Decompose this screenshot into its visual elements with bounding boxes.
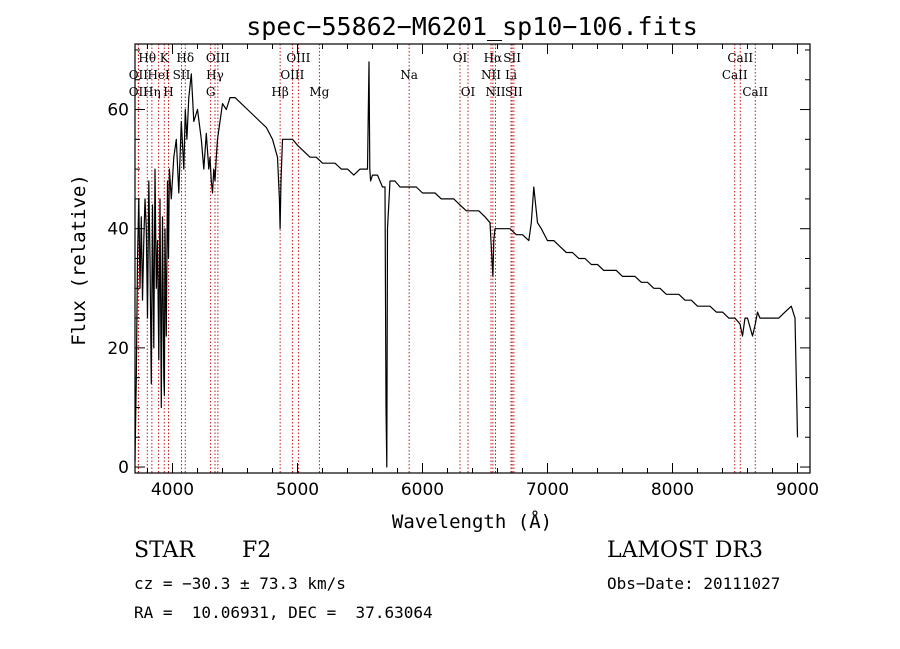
marker-label-3: K: [160, 51, 170, 65]
y-tick-label-0: 0: [118, 458, 129, 478]
x-tick-label-1: 5000: [276, 480, 319, 500]
marker-label-26: CaII: [722, 68, 748, 82]
marker-label-9: OIII: [206, 51, 230, 65]
marker-label-14: OIII: [280, 68, 304, 82]
y-tick-label-2: 40: [107, 220, 129, 240]
marker-label-6: Hδ: [176, 51, 194, 65]
line-marker-group: [137, 44, 756, 473]
marker-label-5: Hη: [143, 85, 161, 99]
marker-label-1: OII: [129, 68, 149, 82]
marker-label-0: Hθ: [138, 51, 156, 65]
y-tick-label-3: 60: [107, 101, 129, 121]
object-class: STAR: [134, 538, 195, 563]
x-tick-label-0: 4000: [151, 480, 194, 500]
x-tick-label-2: 6000: [401, 480, 444, 500]
y-tick-label-1: 20: [107, 339, 129, 359]
marker-label-12: Hβ: [271, 85, 288, 99]
marker-label-2: OII: [129, 85, 149, 99]
marker-label-19: Hα: [484, 51, 503, 65]
x-tick-label-4: 8000: [651, 480, 694, 500]
marker-label-27: CaII: [742, 85, 768, 99]
y-axis-label: Flux (relative): [68, 174, 90, 346]
x-tick-label-5: 9000: [776, 480, 819, 500]
marker-label-11: G: [206, 85, 216, 99]
marker-label-8: H: [163, 85, 173, 99]
marker-label-15: Mg: [309, 85, 329, 99]
spectrum-line: [134, 61, 799, 468]
marker-label-4: HeI: [147, 68, 170, 82]
marker-label-21: NII: [481, 68, 501, 82]
survey-name: LAMOST DR3: [607, 538, 763, 563]
subclass: F2: [242, 538, 272, 563]
x-axis-label: Wavelength (Å): [392, 510, 552, 533]
chart-title: spec−55862−M6201_sp10−106.fits: [246, 12, 698, 41]
marker-label-16: Na: [400, 68, 418, 82]
coordinates: RA = 10.06931, DEC = 37.63064: [134, 603, 433, 622]
plot-frame: [134, 43, 811, 474]
marker-label-7: SII: [173, 68, 191, 82]
redshift-text: cz = −30.3 ± 73.3 km/s: [134, 574, 346, 593]
tick-group: 4000 5000 6000 7000 8000 9000 0 20 40 60: [107, 44, 819, 500]
marker-label-20: SII: [503, 51, 521, 65]
obs-date: Obs−Date: 20111027: [607, 574, 781, 593]
marker-label-25: CaII: [727, 51, 753, 65]
marker-label-17: OI: [453, 51, 468, 65]
x-tick-label-3: 7000: [526, 480, 569, 500]
spectrum-chart: 4000 5000 6000 7000 8000 9000 0 20 40 60 Hθ OII OII…: [68, 12, 819, 533]
marker-label-24: SII: [505, 85, 523, 99]
marker-label-23: NII: [486, 85, 506, 99]
marker-label-18: OI: [461, 85, 476, 99]
marker-label-10: Hγ: [206, 68, 224, 82]
marker-label-22: Li: [505, 68, 517, 82]
marker-label-13: OIII: [286, 51, 310, 65]
